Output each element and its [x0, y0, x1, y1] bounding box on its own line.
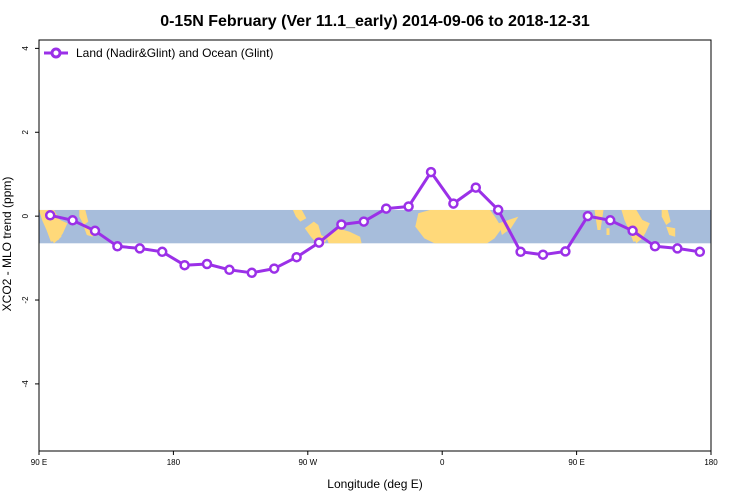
data-point [582, 210, 594, 222]
data-point [134, 243, 146, 254]
data-point [313, 237, 325, 248]
land-shape [666, 226, 676, 237]
data-point [268, 263, 280, 274]
data-point [694, 246, 706, 258]
y-tick-label: -2 [21, 296, 30, 304]
data-point [560, 246, 571, 257]
data-point [470, 182, 482, 193]
data-point [492, 204, 504, 216]
data-point [649, 241, 661, 252]
x-tick-label: 90 W [298, 458, 317, 467]
data-point [672, 243, 683, 254]
y-tick-label: 2 [21, 129, 30, 134]
plot-frame [38, 39, 712, 452]
data-point [604, 215, 616, 226]
legend-marker [50, 47, 62, 59]
data-point [515, 246, 526, 258]
x-tick-label: 0 [440, 458, 445, 467]
data-point [112, 241, 123, 252]
data-point [246, 267, 258, 279]
land-shape [661, 209, 671, 225]
land-shape [304, 221, 328, 244]
data-point [448, 198, 459, 209]
data-point [156, 246, 168, 258]
data-point [179, 259, 190, 271]
x-tick-label: 90 E [31, 458, 47, 467]
data-point [537, 249, 549, 260]
x-axis-label: Longitude (deg E) [327, 477, 422, 491]
data-point [403, 201, 414, 212]
land-shape [79, 209, 89, 225]
data-point [67, 215, 78, 226]
x-tick-label: 90 E [568, 458, 584, 467]
data-point [224, 264, 235, 276]
land-shape [292, 209, 307, 222]
data-point [44, 210, 56, 221]
data-point [201, 258, 213, 270]
land-shape [325, 228, 362, 244]
x-tick-label: 180 [704, 458, 718, 467]
data-point [291, 251, 302, 263]
data-point [358, 216, 370, 227]
data-point [425, 166, 437, 178]
data-point [89, 225, 101, 237]
y-axis-label: XCO2 - MLO trend (ppm) [0, 177, 14, 312]
y-axis: 4 2 0 -2 -4 [21, 46, 39, 388]
land-shape [50, 225, 62, 244]
x-axis: 90 E 180 90 W 0 90 E 180 [31, 451, 718, 467]
legend-label: Land (Nadir&Glint) and Ocean (Glint) [76, 46, 273, 60]
land-shape [498, 216, 519, 235]
series-layer [44, 166, 706, 279]
land-shapes [39, 209, 676, 244]
land-shape [606, 228, 610, 235]
y-tick-label: 0 [21, 213, 30, 218]
legend: Land (Nadir&Glint) and Ocean (Glint) [44, 46, 273, 60]
x-tick-label: 180 [167, 458, 181, 467]
y-tick-label: 4 [21, 46, 30, 51]
data-point [380, 203, 392, 214]
y-tick-label: -4 [21, 380, 30, 388]
land-shape [415, 209, 502, 244]
chart-title: 0-15N February (Ver 11.1_early) 2014-09-… [160, 13, 590, 30]
land-shape [594, 209, 604, 230]
data-point [336, 219, 347, 230]
data-point [627, 225, 638, 237]
